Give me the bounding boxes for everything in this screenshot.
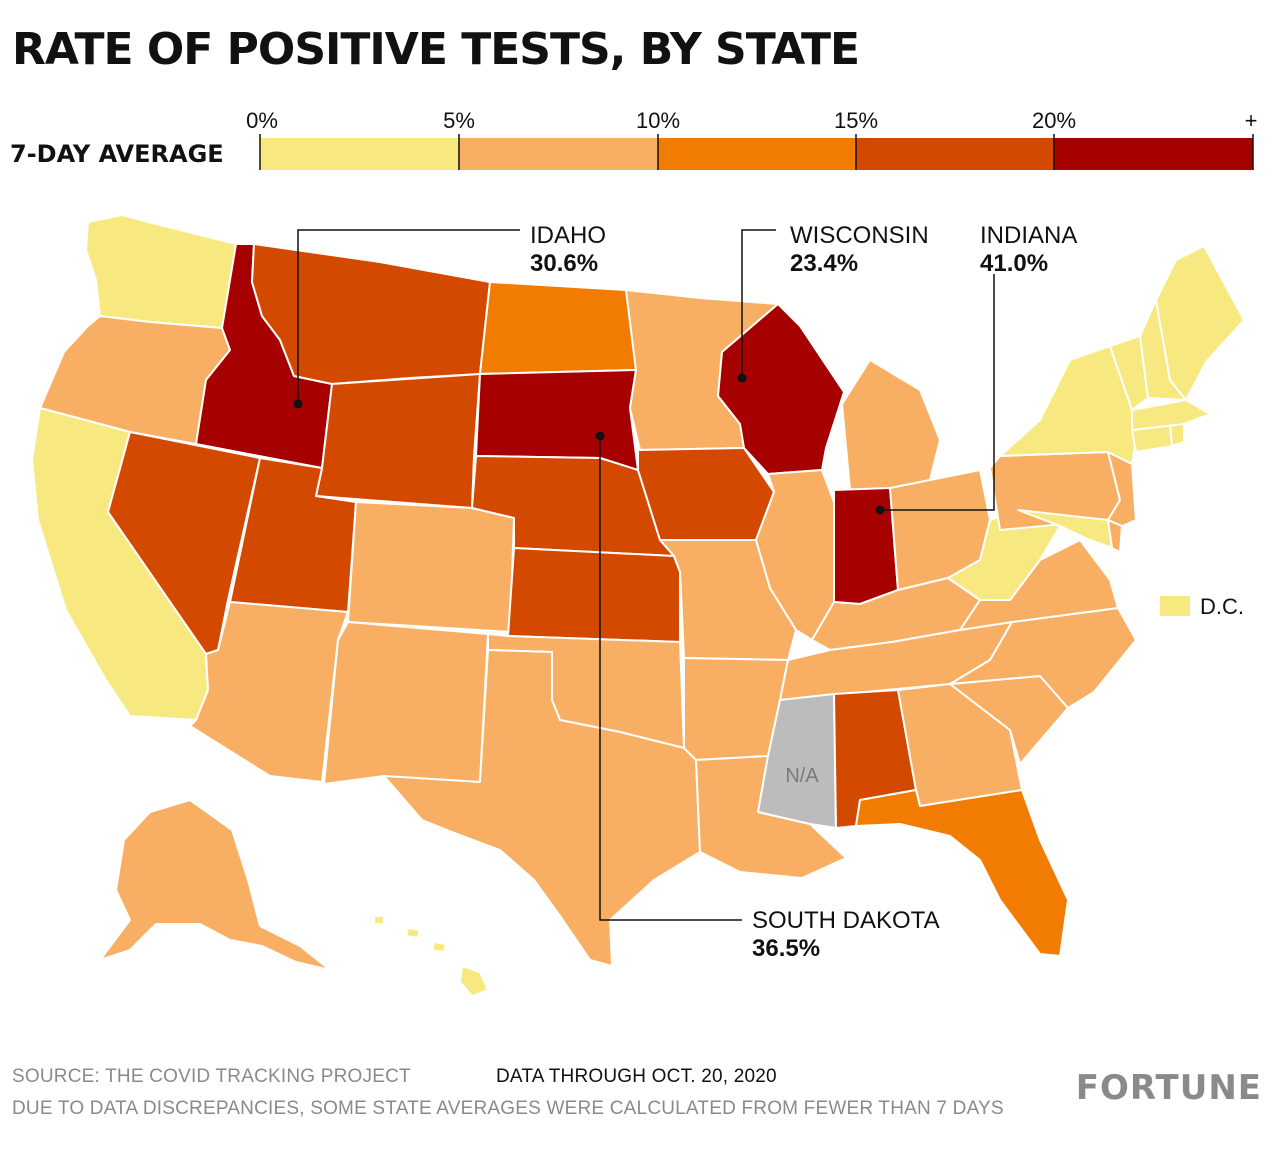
dc-label: D.C.	[1200, 594, 1244, 619]
state-hi	[459, 965, 489, 997]
idaho-marker	[293, 399, 303, 409]
legend-bin-3	[856, 138, 1054, 170]
state-nm	[323, 621, 489, 785]
state-md	[1017, 509, 1113, 549]
state-tx	[383, 649, 701, 967]
callout-wisconsin-name: WISCONSIN	[790, 222, 929, 249]
callout-idaho-value: 30.6%	[530, 250, 598, 277]
legend-bin-0	[260, 138, 459, 170]
state-me	[1155, 245, 1245, 401]
state-wy	[315, 373, 481, 509]
indiana-marker	[875, 505, 885, 515]
callout-indiana-value: 41.0%	[980, 250, 1048, 277]
data-through-note: DATA THROUGH OCT. 20, 2020	[496, 1066, 777, 1087]
state-il	[755, 469, 835, 641]
callout-wisconsin-value: 23.4%	[790, 250, 858, 277]
fortune-logo: FORTUNE	[1075, 1068, 1262, 1108]
state-wa	[85, 214, 237, 329]
discrepancy-note: DUE TO DATA DISCREPANCIES, SOME STATE AV…	[12, 1098, 1004, 1119]
state-co	[347, 501, 515, 633]
south-dakota-marker	[595, 431, 605, 441]
state-in	[833, 487, 899, 605]
legend-bin-4	[1054, 138, 1253, 170]
state-ia	[637, 447, 775, 541]
legend-label: 7-DAY AVERAGE	[10, 140, 224, 168]
legend-tick-2: 10%	[636, 108, 680, 133]
legend-tick-3: 15%	[834, 108, 878, 133]
legend-tick-0: 0%	[246, 108, 278, 133]
south-dakota-leader-line	[599, 436, 742, 921]
na-label: N/A	[785, 765, 819, 787]
callout-south-dakota-value: 36.5%	[752, 935, 820, 962]
state-ks	[507, 547, 681, 643]
state-ak	[99, 799, 331, 971]
state-sd	[475, 369, 639, 471]
state-az	[189, 601, 349, 783]
callout-indiana-name: INDIANA	[980, 222, 1077, 249]
legend-tick-5: +	[1245, 108, 1258, 133]
state-nc	[949, 607, 1137, 709]
state-mi	[841, 359, 941, 491]
wisconsin-leader-line	[741, 229, 776, 378]
page-title: RATE OF POSITIVE TESTS, BY STATE	[12, 24, 860, 75]
legend: 0% 5% 10% 15% 20% +	[246, 108, 1257, 170]
idaho-leader-line	[297, 229, 520, 404]
state-fl	[855, 789, 1069, 957]
indiana-leader-line	[880, 274, 995, 511]
source-note: SOURCE: THE COVID TRACKING PROJECT	[12, 1066, 411, 1087]
states	[31, 214, 1245, 997]
state-hi-islet-2	[405, 927, 421, 939]
state-nd	[479, 281, 637, 375]
state-ri	[1169, 423, 1185, 447]
callout-idaho-name: IDAHO	[530, 222, 606, 249]
legend-bin-2	[658, 138, 856, 170]
wisconsin-marker	[737, 373, 747, 383]
state-hi-islet-1	[431, 941, 447, 953]
legend-bin-1	[459, 138, 658, 170]
state-ma	[1131, 399, 1211, 431]
callout-leaders	[297, 229, 995, 921]
legend-tick-1: 5%	[443, 108, 475, 133]
legend-tick-4: 20%	[1032, 108, 1076, 133]
dc-swatch	[1160, 596, 1190, 616]
state-hi-islet-3	[373, 915, 385, 925]
callout-south-dakota-name: SOUTH DAKOTA	[752, 907, 940, 934]
